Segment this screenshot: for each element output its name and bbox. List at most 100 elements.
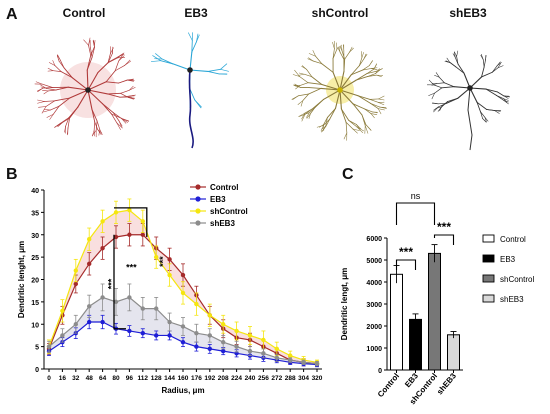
x-tick-label: EB3 [403,371,420,389]
dendrite-branch [497,91,505,97]
y-tick-label: 4000 [366,280,382,287]
data-point [180,339,186,345]
dendrite-branch [220,63,228,70]
neuron-shcontrol [291,40,387,141]
dendrite-branch [356,126,364,133]
dendrite-branch [321,83,341,91]
dendrite-branch [484,116,489,122]
dendrite-branch [302,93,310,102]
x-tick-label: 256 [258,375,269,382]
dendrite-branch [155,53,163,60]
y-tick-label: 20 [31,278,39,285]
data-point [87,304,92,309]
x-tick-label: 240 [245,375,256,382]
data-point [274,355,279,361]
dendrite-branch [299,82,309,86]
x-tick-label: 32 [72,375,80,382]
dendrite-branch [63,67,73,79]
y-tick-label: 1000 [366,346,382,353]
dendrite-branch [298,93,310,97]
x-tick-label: 288 [285,375,296,382]
data-point [221,322,226,327]
dendrite-branch [91,47,95,58]
data-point [140,306,145,311]
dendrite-branch [120,89,130,94]
dendrite-branch [363,54,368,60]
dendrite-branch [491,67,499,73]
y-tick-label: 5 [35,345,39,352]
y-tick-label: 2000 [366,324,382,331]
dendrite-branch [49,105,60,111]
data-point [180,272,186,278]
dendrite-branch [307,58,314,62]
data-point [207,346,212,352]
x-tick-label: 0 [47,375,51,382]
dendrite-branch [40,86,47,89]
data-point [221,348,226,354]
dendrite-branch [322,89,341,100]
dendrite-branch [485,88,497,96]
dendrite-branch [480,111,483,119]
significance-label: *** [437,220,451,234]
dendrite-branch [326,108,336,119]
dendrite-branch [339,89,354,105]
dendrite-branch [71,77,89,91]
soma [85,87,91,93]
dendrite-branch [54,65,62,72]
data-point [100,295,105,300]
dendrite-branch [497,65,504,69]
dendrite-branch [364,125,369,134]
dendrite-branch [457,63,465,74]
dendrite-branch [441,86,455,89]
dendrite-branch [320,87,341,91]
dendrite-branch [196,33,199,43]
dendrite-branch [370,113,375,119]
dendrite-branch [344,51,350,60]
x-tick-label: shEB3 [435,371,458,396]
dendrite-branch [67,86,89,91]
x-tick-label: Control [376,372,401,400]
data-point [154,306,159,311]
data-point [127,328,132,334]
dendrite-branch [300,100,304,107]
dendrite-branch [94,40,96,48]
dendrite-branch [54,122,61,128]
legend-swatch [482,274,495,283]
y-tick-label: 10 [31,322,39,329]
neuron-title-shcontrol: shControl [311,6,369,20]
dendrite-branch [308,113,311,119]
x-tick-label: 112 [138,375,149,382]
dendrite-branch [172,63,191,71]
dendrite-branch [102,103,112,115]
dendrite-branch [87,89,93,111]
data-point [113,210,119,215]
y-tick-label: 30 [31,233,39,240]
data-point [100,319,105,325]
dendrite-branch [476,101,488,110]
dendrite-branch [292,95,299,100]
panel-a-letter: A [6,6,18,23]
legend-label: Control [500,235,526,244]
dendrite-branch [301,114,306,122]
dendrite-branch [88,44,92,56]
dendrite-branch [95,120,98,131]
dendrite-branch [120,117,127,124]
dendrite-branch [496,95,504,101]
dendrite-branch [361,114,367,126]
data-point [100,245,105,251]
dendrite-branch [299,112,306,117]
dendrite-branch [40,84,47,89]
data-point [288,353,293,358]
dendrite-branch [480,53,484,60]
data-point [180,324,186,329]
significance-bracket [433,234,455,245]
dendrite-branch [99,128,103,135]
y-tick-label: 5000 [366,258,382,265]
dendrite-branch [54,97,71,102]
dendrite-branch [340,108,350,121]
data-point [167,257,172,262]
dendrite-branch [52,70,62,72]
dendrite-branch [452,53,456,58]
dendrite-branch [112,112,120,122]
data-point [274,346,279,352]
